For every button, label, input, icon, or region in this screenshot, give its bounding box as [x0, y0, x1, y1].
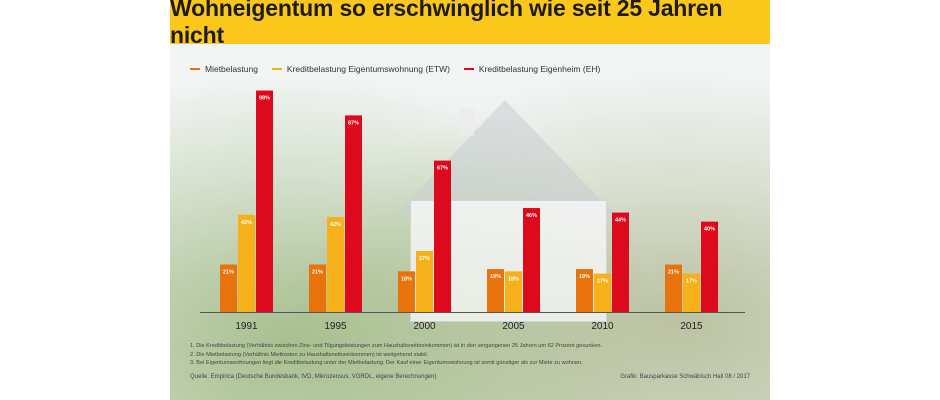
bar-mietbelastung-2000 — [398, 271, 415, 312]
legend-label-eh: Kreditbelastung Eigenheim (EH) — [478, 64, 601, 74]
bar-value-label-2015-1: 17% — [686, 279, 697, 285]
bar-kreditbelastung-eigentumswohnung-etw--2015 — [683, 273, 700, 312]
credit-note: Grafik: Bausparkasse Schwäbisch Hall 08 … — [620, 374, 750, 380]
legend-swatch-mietbelastung — [190, 68, 200, 70]
bar-value-label-2005-0: 19% — [490, 274, 501, 280]
legend-swatch-eh — [463, 68, 474, 70]
footnote-3: 3. Bei Eigentumswohnungen liegt die Kred… — [190, 360, 583, 366]
bar-value-label-2010-1: 17% — [597, 279, 608, 285]
bar-mietbelastung-1995 — [309, 264, 326, 312]
x-tick-label-2000: 2000 — [413, 321, 436, 332]
x-tick-label-2010: 2010 — [591, 321, 614, 332]
bar-value-label-1991-0: 21% — [223, 270, 234, 276]
x-tick-label-1995: 1995 — [324, 321, 347, 332]
bar-mietbelastung-2010 — [576, 269, 593, 312]
legend-label-etw: Kreditbelastung Eigentumswohnung (ETW) — [286, 64, 450, 74]
legend-item-mietbelastung: Mietbelastung — [190, 64, 258, 74]
infographic-card: Wohneigentum so erschwinglich wie seit 2… — [170, 0, 770, 400]
bar-mietbelastung-2015 — [665, 264, 682, 312]
bar-kreditbelastung-eigenheim-eh--2000 — [434, 160, 451, 312]
bar-kreditbelastung-eigenheim-eh--1991 — [256, 90, 273, 313]
bar-value-label-1995-0: 21% — [312, 270, 323, 276]
legend-item-eh: Kreditbelastung Eigenheim (EH) — [463, 64, 601, 74]
bar-value-label-2015-2: 40% — [704, 227, 715, 233]
bar-value-label-2000-2: 67% — [437, 166, 448, 172]
bar-value-label-2015-0: 21% — [668, 270, 679, 276]
legend-label-mietbelastung: Mietbelastung — [205, 64, 258, 74]
bar-value-label-1991-1: 43% — [241, 220, 252, 226]
bar-chart: 21% 43% 98% 1991 21% 42% 87% 1995 18% 27% 67% 2000 1… — [200, 90, 745, 332]
bar-kreditbelastung-eigentumswohnung-etw--1995 — [327, 217, 344, 312]
x-tick-label-2005: 2005 — [502, 321, 525, 332]
bar-kreditbelastung-eigenheim-eh--1995 — [345, 115, 362, 312]
bar-kreditbelastung-eigentumswohnung-etw--2010 — [594, 273, 611, 312]
bar-value-label-1991-2: 98% — [259, 96, 270, 102]
chart-legend: Mietbelastung Kreditbelastung Eigentumsw… — [190, 64, 614, 74]
bar-kreditbelastung-eigenheim-eh--2005 — [523, 208, 540, 312]
bar-value-label-2000-0: 18% — [401, 276, 412, 282]
footnotes: 1. Die Kreditbelastung (Verhältnis zwisc… — [190, 342, 750, 368]
x-tick-label-2015: 2015 — [680, 321, 703, 332]
bar-kreditbelastung-eigentumswohnung-etw--2005 — [505, 271, 522, 312]
bar-value-label-2000-1: 27% — [419, 256, 430, 262]
bar-value-label-2010-0: 19% — [579, 274, 590, 280]
title-banner: Wohneigentum so erschwinglich wie seit 2… — [170, 0, 770, 48]
legend-swatch-etw — [271, 68, 282, 70]
bar-value-label-1995-1: 42% — [330, 222, 341, 228]
bar-kreditbelastung-eigentumswohnung-etw--2000 — [416, 250, 433, 312]
legend-item-etw: Kreditbelastung Eigentumswohnung (ETW) — [271, 64, 450, 74]
bar-kreditbelastung-eigenheim-eh--2015 — [701, 221, 718, 312]
bar-kreditbelastung-eigenheim-eh--2010 — [612, 212, 629, 312]
x-tick-label-1991: 1991 — [235, 321, 258, 332]
bar-value-label-2005-2: 46% — [526, 213, 537, 219]
bar-value-label-1995-2: 87% — [348, 120, 359, 126]
chart-title: Wohneigentum so erschwinglich wie seit 2… — [170, 0, 723, 48]
bar-mietbelastung-2005 — [487, 269, 504, 312]
source-note: Quelle: Empirica (Deutsche Bundesbank, I… — [190, 374, 437, 380]
bar-value-label-2010-2: 44% — [615, 218, 626, 224]
footnote-1: 1. Die Kreditbelastung (Verhältnis zwisc… — [190, 343, 603, 349]
footnote-2: 2. Die Mietbelastung (Verhältnis Mietkos… — [190, 351, 429, 358]
bar-mietbelastung-1991 — [220, 264, 237, 312]
bar-value-label-2005-1: 18% — [508, 276, 519, 282]
bar-kreditbelastung-eigentumswohnung-etw--1991 — [238, 214, 255, 312]
